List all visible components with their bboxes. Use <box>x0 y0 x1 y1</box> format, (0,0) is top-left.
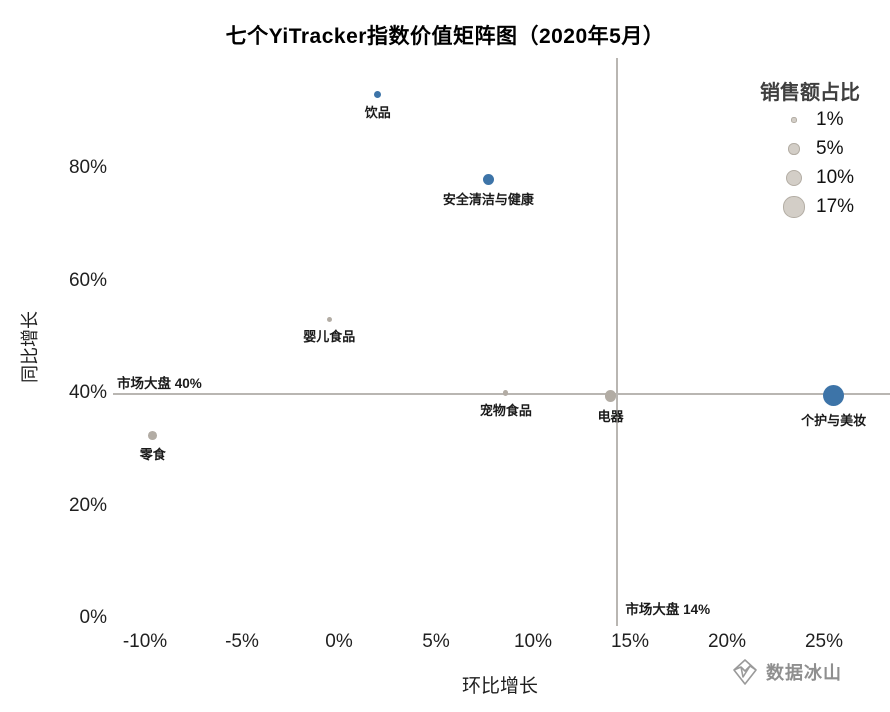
y-axis-tick: 60% <box>68 269 107 291</box>
bubble <box>374 91 382 99</box>
bubble <box>823 385 845 407</box>
bubble-label: 电器 <box>597 408 624 424</box>
x-axis-title: 环比增长 <box>461 676 538 697</box>
legend-marker <box>791 117 797 123</box>
x-axis-tick: 25% <box>804 631 844 652</box>
x-axis-tick: 5% <box>422 631 450 652</box>
bubble-label: 安全清洁与健康 <box>442 191 534 207</box>
market-benchmark-hline <box>113 393 890 395</box>
bubble-label: 宠物食品 <box>479 402 532 418</box>
market-benchmark-hline-label: 市场大盘 40% <box>117 376 202 391</box>
bubble-label: 零食 <box>139 446 166 462</box>
legend-item-label: 1% <box>816 109 844 130</box>
legend-item-label: 10% <box>816 167 855 188</box>
y-axis-tick: 20% <box>68 494 107 516</box>
legend-marker <box>788 143 800 155</box>
watermark-text: 数据冰山 <box>766 663 842 683</box>
x-axis-tick: 15% <box>610 631 650 652</box>
y-axis-tick: 0% <box>79 607 107 628</box>
y-axis-tick: 80% <box>68 157 107 178</box>
legend-item-label: 17% <box>816 196 855 217</box>
legend-marker <box>785 169 803 187</box>
bubble-label: 个护与美妆 <box>801 413 867 429</box>
bubble <box>482 173 495 185</box>
market-benchmark-vline-label: 市场大盘 14% <box>625 602 711 617</box>
x-axis-tick: 20% <box>707 631 747 652</box>
bubble <box>148 430 158 440</box>
y-axis-tick: 40% <box>68 382 107 403</box>
bubble <box>326 317 332 323</box>
watermark: 数据冰山 <box>730 657 842 687</box>
bubble <box>604 390 617 402</box>
x-axis-tick: -10% <box>122 631 168 652</box>
legend-marker <box>783 196 805 218</box>
bubble-label: 婴儿食品 <box>303 329 356 345</box>
bubble <box>503 390 509 396</box>
chart-title: 七个YiTracker指数价值矩阵图（2020年5月） <box>225 25 665 48</box>
legend-title: 销售额占比 <box>760 82 860 104</box>
legend-item-label: 5% <box>816 138 844 159</box>
x-axis-tick: 10% <box>513 631 553 652</box>
iceberg-logo-icon <box>733 659 757 685</box>
x-axis-tick: -5% <box>225 631 259 652</box>
market-benchmark-vline <box>616 58 619 626</box>
bubble-label: 饮品 <box>364 105 391 121</box>
x-axis-tick: 0% <box>325 631 353 652</box>
